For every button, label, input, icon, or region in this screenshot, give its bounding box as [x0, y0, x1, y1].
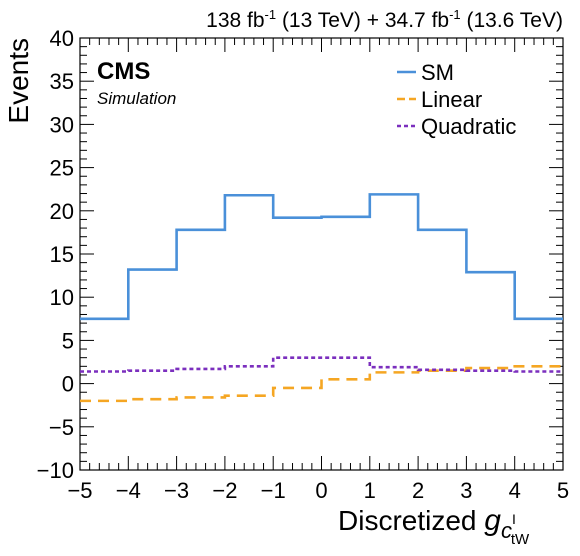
series-quadratic-line: [80, 356, 563, 373]
cms-label: CMS: [97, 58, 150, 85]
luminosity-header: 138 fb-1 (13 TeV) + 34.7 fb-1 (13.6 TeV): [206, 7, 563, 32]
x-axis-label-symbol: g: [484, 504, 501, 537]
y-axis-label: Events: [3, 38, 34, 124]
cms-sublabel: Simulation: [97, 89, 176, 108]
header-part: -1: [265, 7, 277, 22]
header-part: 138 fb: [206, 9, 264, 32]
y-tick-label: 10: [50, 285, 74, 310]
series-sm-line: [80, 193, 563, 321]
legend-label: SM: [421, 60, 454, 85]
y-tick-label: 0: [62, 372, 74, 397]
x-axis-label-sub2: tW: [511, 531, 530, 548]
y-tick-label: 5: [62, 328, 74, 353]
header-part: (13.6 TeV): [461, 9, 563, 32]
y-tick-label: −10: [37, 458, 74, 483]
x-tick-label: −4: [116, 478, 141, 503]
x-tick-label: −5: [67, 478, 92, 503]
x-axis-label-sup: I: [512, 511, 516, 527]
legend-label: Quadratic: [421, 114, 516, 139]
y-tick-label: 25: [50, 156, 74, 181]
y-tick-label: 20: [50, 199, 74, 224]
x-tick-label: −3: [164, 478, 189, 503]
x-tick-label: 5: [557, 478, 569, 503]
y-tick-label: 40: [50, 26, 74, 51]
y-tick-label: 35: [50, 69, 74, 94]
series-linear-line: [80, 365, 563, 403]
x-tick-label: 0: [315, 478, 327, 503]
header-part: -1: [449, 7, 461, 22]
y-tick-label: 30: [50, 112, 74, 137]
x-axis-label: Discretized gcI tW: [338, 504, 530, 548]
y-tick-label: −5: [49, 415, 74, 440]
x-axis-label-text: Discretized: [338, 505, 484, 536]
x-tick-label: −2: [212, 478, 237, 503]
x-tick-label: 4: [509, 478, 521, 503]
x-axis-label-sub: c: [501, 518, 512, 543]
header-part: (13 TeV) + 34.7 fb: [276, 9, 449, 32]
x-tick-label: 3: [460, 478, 472, 503]
x-tick-label: −1: [261, 478, 286, 503]
x-tick-label: 1: [364, 478, 376, 503]
legend-label: Linear: [421, 87, 482, 112]
x-tick-label: 2: [412, 478, 424, 503]
y-tick-label: 15: [50, 242, 74, 267]
